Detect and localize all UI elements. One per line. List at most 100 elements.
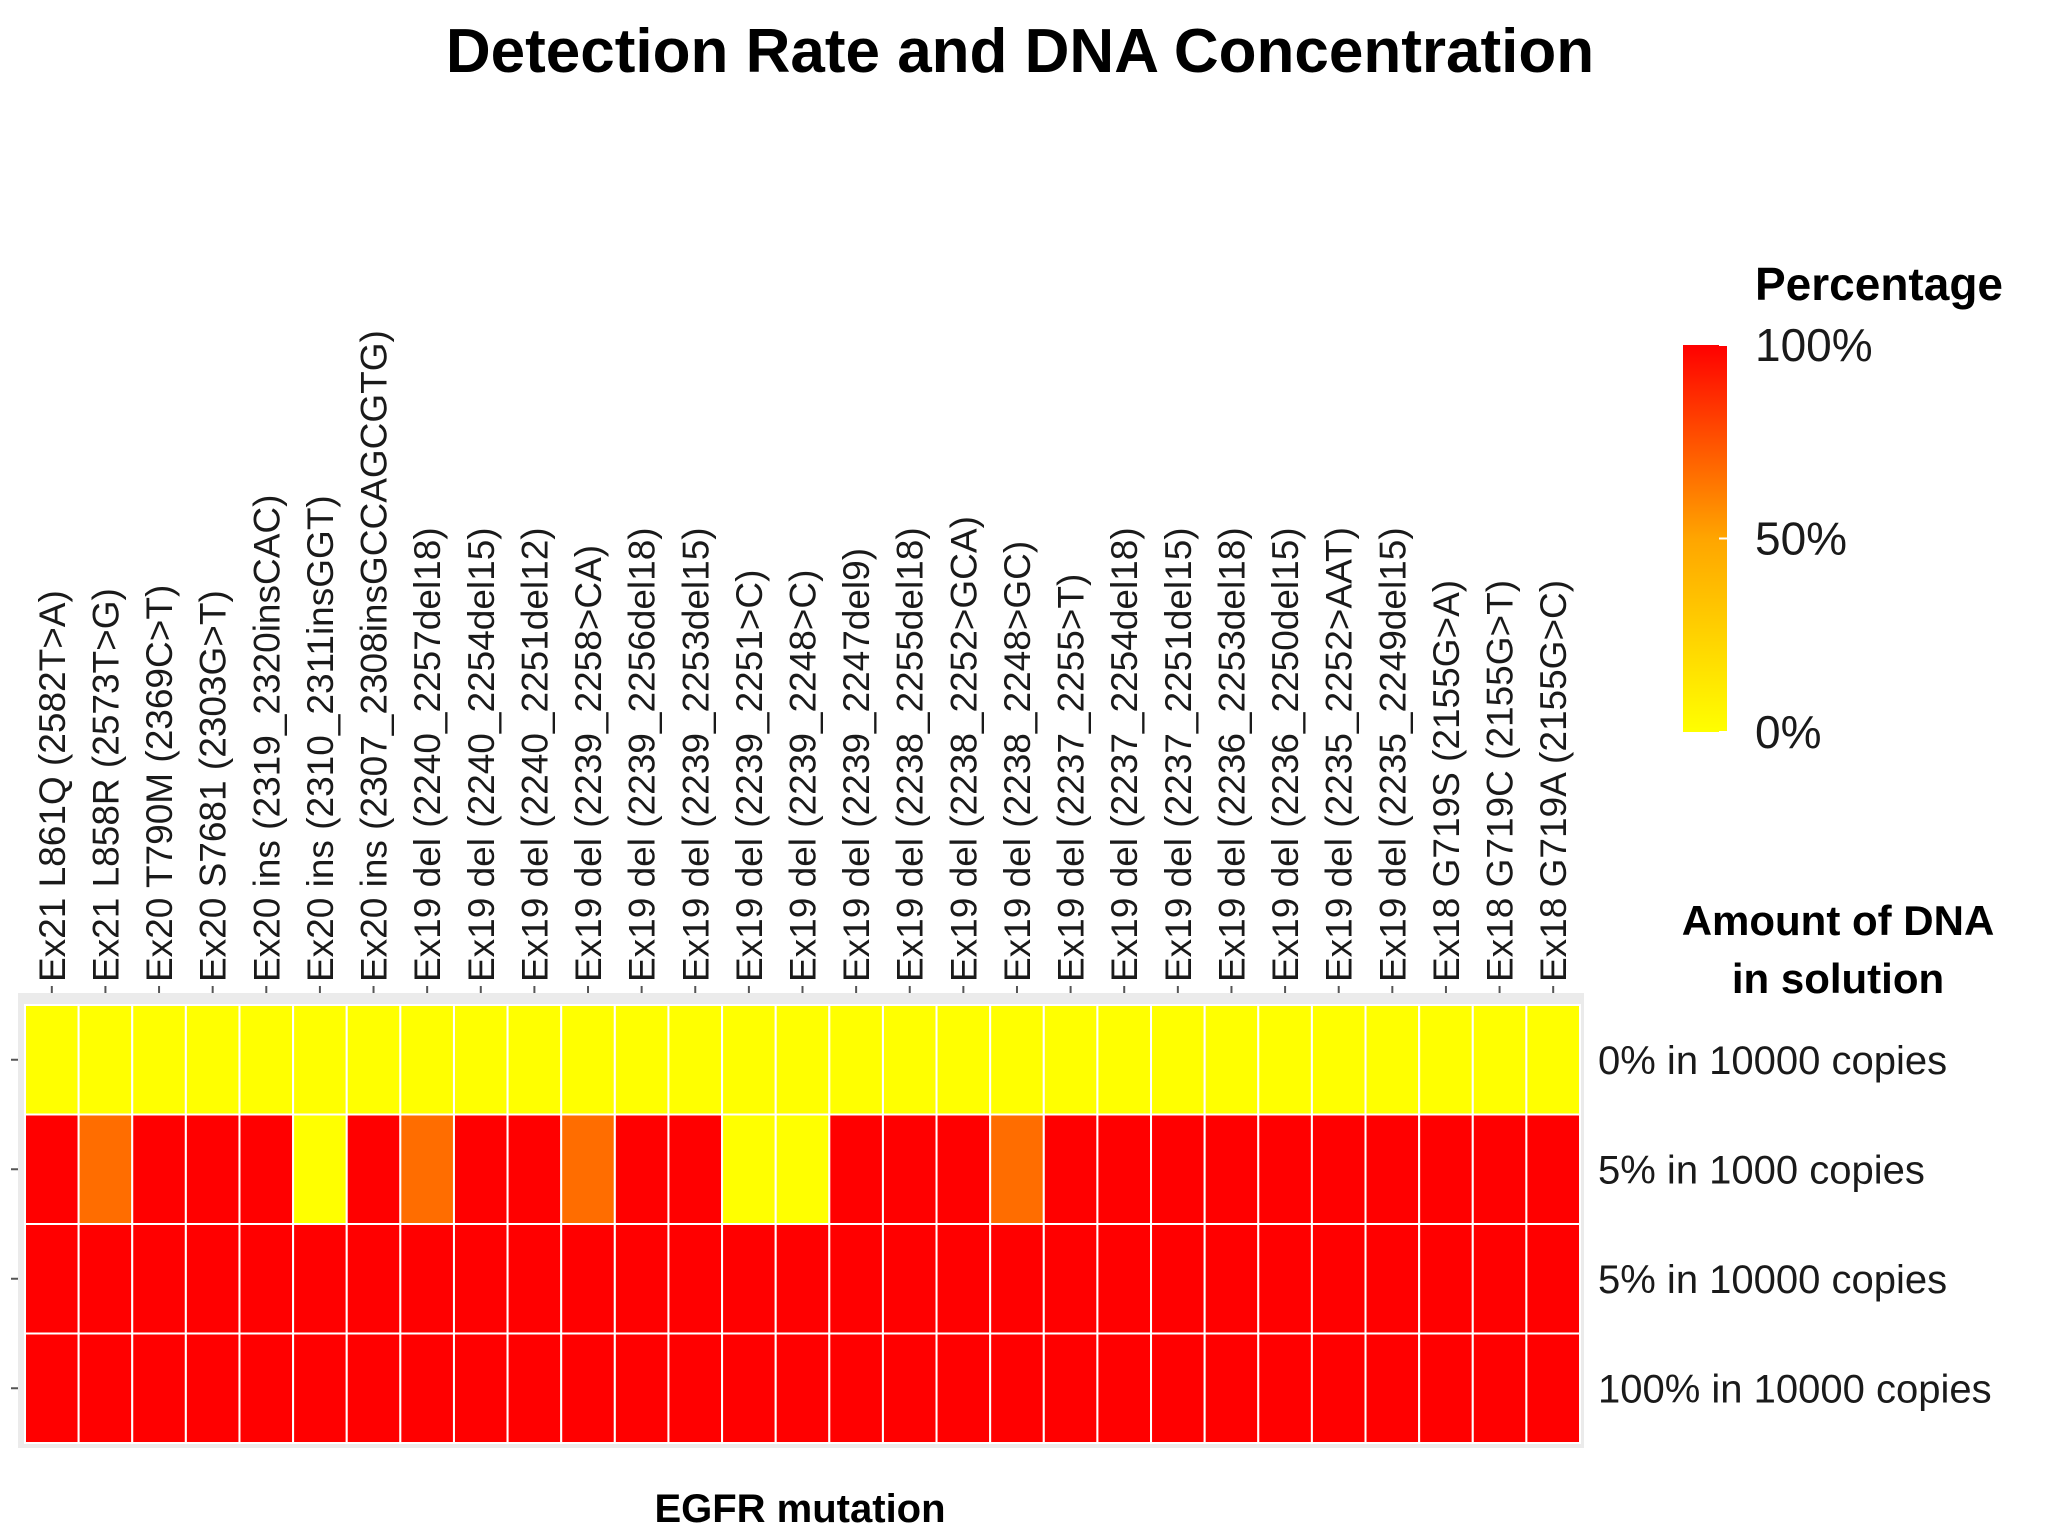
column-label: Ex19 del (2235_2249del15) [1372,527,1413,982]
heatmap-cell [1364,1113,1421,1225]
column-label: Ex19 del (2237_2255>T) [1051,574,1092,982]
heatmap-cell [452,1004,509,1116]
column-label: Ex20 T790M (2369C>T) [139,585,180,982]
heatmap-cell [345,1113,402,1225]
heatmap-cell [1096,1223,1153,1335]
heatmap-cell [184,1332,241,1444]
legend-labels: 100% 50% 0% [1719,319,1873,758]
heatmap-cell [1042,1113,1099,1225]
heatmap-cell [1418,1113,1474,1225]
heatmap-cell [131,1223,187,1335]
heatmap-cell [1525,1223,1582,1335]
column-label: Ex19 del (2239_2251>C) [729,570,770,982]
column-label: Ex19 del (2238_2255del18) [890,527,931,982]
heatmap-cell [1471,1223,1528,1335]
heatmap-cell [828,1223,884,1335]
heatmap-cell [1150,1223,1206,1335]
x-axis-title: EGFR mutation [654,1487,945,1531]
heatmap-cell [399,1004,455,1116]
heatmap-cell [667,1223,724,1335]
heatmap-cell [506,1332,563,1444]
heatmap-cell [1096,1332,1153,1444]
column-label: Ex19 del (2238_2248>GC) [997,541,1038,982]
heatmap-cell [77,1223,134,1335]
heatmap-cell [1418,1004,1474,1116]
column-label: Ex21 L861Q (2582T>A) [32,590,73,982]
legend-title: Percentage [1755,258,2003,310]
column-label: Ex19 del (2239_2247del9) [836,548,877,982]
heatmap-cell [1471,1332,1528,1444]
column-label: Ex19 del (2239_2258>CA) [568,545,609,982]
chart-title: Detection Rate and DNA Concentration [446,17,1594,86]
heatmap-cell [1096,1113,1153,1225]
heatmap-cell [345,1223,402,1335]
heatmap-cell [452,1332,509,1444]
heatmap-cell [184,1223,241,1335]
column-label: Ex19 del (2240_2257del18) [407,527,448,982]
heatmap-cell [24,1332,80,1444]
column-label: Ex19 del (2238_2252>GCA) [943,516,984,982]
heatmap-cell [881,1113,938,1225]
column-label: Ex19 del (2236_2253del18) [1211,527,1252,982]
heatmap-cell [667,1113,724,1225]
heatmap-cell [828,1332,884,1444]
heatmap-cell [77,1332,134,1444]
heatmap-cell [560,1223,616,1335]
column-label: Ex19 del (2237_2254del18) [1104,527,1145,982]
row-label: 0% in 10000 copies [1598,1039,1947,1083]
heatmap-cell [1525,1332,1582,1444]
heatmap-cell [452,1223,509,1335]
heatmap-cell [935,1223,992,1335]
heatmap-cell [935,1004,992,1116]
heatmap-cell [1364,1223,1421,1335]
heatmap-cell [1471,1113,1528,1225]
heatmap-cell [238,1332,295,1444]
column-label: Ex18 G719A (2155G>C) [1533,580,1574,982]
heatmap-cell [1418,1223,1474,1335]
legend-label: 0% [1755,706,1821,758]
heatmap-cell [1418,1332,1474,1444]
heatmap-cell [881,1004,938,1116]
heatmap-cell [292,1113,348,1225]
heatmap-cell [399,1113,455,1225]
column-label: Ex19 del (2239_2253del15) [675,527,716,982]
heatmap-cell [452,1113,509,1225]
heatmap-cell [24,1223,80,1335]
heatmap-cell [935,1332,992,1444]
heatmap-cell [1257,1223,1313,1335]
heatmap-cell [238,1113,295,1225]
heatmap-cell [1150,1332,1206,1444]
column-label: Ex20 ins (2307_2308insGCCAGCGTG) [354,330,395,982]
heatmap-cell [1203,1113,1260,1225]
heatmap-cell [774,1223,831,1335]
heatmap-cell [667,1004,724,1116]
heatmap-cell [613,1004,670,1116]
heatmap-cell [1310,1113,1367,1225]
heatmap-cell [1364,1332,1421,1444]
heatmap-cell [1310,1332,1367,1444]
column-label: Ex19 del (2237_2251del15) [1158,527,1199,982]
row-label: 5% in 1000 copies [1598,1148,1925,1192]
heatmap-cell [506,1004,563,1116]
heatmap-cell [399,1332,455,1444]
heatmap-cell [721,1004,777,1116]
heatmap-cell [721,1332,777,1444]
heatmap-cell [1310,1004,1367,1116]
heatmap-cell [292,1004,348,1116]
legend-label: 50% [1755,513,1847,565]
heatmap-cell [1525,1113,1582,1225]
heatmap-cell [1042,1332,1099,1444]
row-label: 100% in 10000 copies [1598,1367,1992,1411]
column-label: Ex20 ins (2310_2311insGGT) [300,495,341,982]
heatmap-cell [613,1113,670,1225]
heatmap-cell [774,1332,831,1444]
heatmap-cell [881,1332,938,1444]
heatmap-cell [1042,1004,1099,1116]
column-label: Ex18 G719S (2155G>A) [1426,580,1467,982]
column-label: Ex19 del (2236_2250del15) [1265,527,1306,982]
heatmap-cell [1150,1004,1206,1116]
heatmap-cell [292,1223,348,1335]
heatmap-cell [721,1223,777,1335]
heatmap-cell [345,1332,402,1444]
heatmap-cell [1364,1004,1421,1116]
